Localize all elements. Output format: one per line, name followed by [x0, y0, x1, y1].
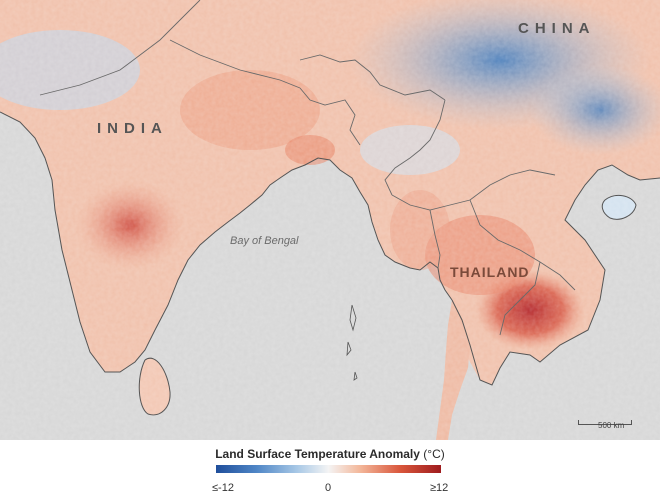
label-bay-of-bengal: Bay of Bengal: [230, 235, 299, 247]
scale-bar-label: 500 km: [598, 421, 625, 430]
map-canvas: [0, 0, 660, 440]
legend-color-bar: [216, 465, 441, 473]
legend-title: Land Surface Temperature Anomaly (°C): [0, 447, 660, 461]
legend-title-text: Land Surface Temperature Anomaly: [215, 447, 420, 461]
scale-bar: [578, 420, 632, 425]
map-frame: INDIA CHINA THAILAND Bay of Bengal 500 k…: [0, 0, 660, 440]
legend-unit: (°C): [423, 447, 445, 461]
legend: Land Surface Temperature Anomaly (°C) ≤-…: [0, 440, 660, 501]
label-china: CHINA: [518, 20, 596, 37]
andaman-islands: [346, 304, 358, 381]
label-india: INDIA: [97, 120, 168, 137]
coastline: [0, 111, 453, 373]
legend-max-label: ≥12: [430, 482, 449, 494]
legend-min-label: ≤-12: [212, 482, 234, 494]
legend-mid-label: 0: [325, 482, 332, 494]
country-borders: [39, 0, 576, 336]
label-thailand: THAILAND: [450, 264, 530, 280]
